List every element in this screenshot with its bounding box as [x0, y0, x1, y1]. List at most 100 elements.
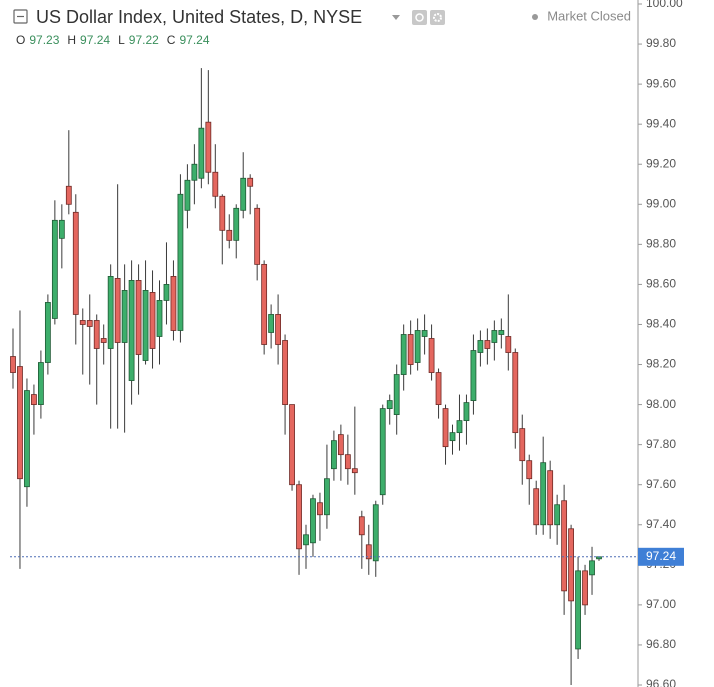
candle-body	[310, 498, 316, 544]
candle-body	[561, 500, 568, 592]
candle-body	[344, 454, 351, 470]
candle-body	[463, 402, 470, 422]
ohlc-label: H	[67, 33, 76, 47]
y-tick-label: 98.60	[646, 277, 676, 291]
candle-body	[44, 302, 51, 363]
y-tick-label: 98.20	[646, 357, 676, 371]
y-tick-label: 97.40	[646, 517, 676, 531]
candle-body	[240, 177, 247, 211]
candle-body	[484, 340, 491, 349]
candle-body	[282, 340, 288, 405]
candle-body	[198, 127, 205, 179]
candle-body	[372, 504, 379, 562]
candle-body	[156, 300, 163, 337]
last-price-label: 97.24	[646, 549, 676, 563]
ohlc-label: L	[118, 33, 125, 47]
candle-body	[491, 330, 498, 343]
candle-body	[261, 263, 268, 345]
candle-body	[379, 408, 386, 496]
candle-body	[128, 280, 135, 381]
candle-body	[184, 179, 191, 211]
candle-body	[114, 278, 121, 343]
candle-body	[407, 334, 414, 365]
y-tick-label: 99.80	[646, 36, 676, 50]
y-tick-label: 99.40	[646, 116, 676, 130]
candle-body	[337, 434, 344, 456]
candle-body	[582, 570, 588, 606]
candle-body	[505, 336, 512, 353]
candle-body	[547, 470, 554, 526]
candle-body	[58, 219, 65, 239]
market-status: Market Closed	[547, 8, 631, 23]
y-tick-label: 97.80	[646, 437, 676, 451]
candle-body	[317, 502, 323, 516]
candle-body	[38, 362, 44, 405]
candle-body	[575, 570, 581, 650]
candle-body	[512, 352, 519, 434]
candle-body	[86, 320, 93, 327]
candle-body	[142, 290, 149, 361]
candle-body	[107, 276, 114, 349]
y-tick-label: 98.80	[646, 237, 676, 251]
candle-body	[386, 400, 393, 409]
candle-body	[268, 314, 275, 333]
ohlc-value: 97.23	[29, 33, 59, 47]
ohlc-label: O	[16, 33, 25, 47]
candle-body	[65, 185, 72, 205]
candle-body	[303, 534, 309, 546]
visibility-button[interactable]	[412, 10, 427, 25]
candle-body	[135, 280, 142, 355]
ohlc-legend: O 97.23 H 97.24 L 97.22 C 97.24	[16, 33, 210, 47]
candle-body	[191, 163, 198, 181]
candle-body	[568, 528, 574, 602]
candle-body	[589, 560, 595, 576]
y-tick-label: 98.40	[646, 317, 676, 331]
y-tick-label: 98.00	[646, 397, 676, 411]
candle-body	[540, 462, 547, 526]
candle-body	[400, 334, 407, 375]
y-tick-label: 99.00	[646, 196, 676, 210]
chart-title: US Dollar Index, United States, D, NYSE	[36, 7, 362, 27]
candle-body	[163, 284, 170, 301]
candle-body	[247, 177, 254, 187]
candle-body	[10, 356, 16, 373]
candle-body	[428, 338, 435, 373]
candle-body	[435, 372, 442, 405]
dropdown-arrow[interactable]	[392, 15, 400, 20]
candle-body	[477, 340, 484, 353]
candle-body	[456, 420, 463, 434]
y-tick-label: 96.60	[646, 677, 676, 687]
gear-icon	[433, 13, 442, 22]
candle-body	[324, 478, 330, 516]
candle-body	[219, 195, 226, 231]
candle-body	[79, 320, 86, 325]
plot-area	[10, 68, 638, 685]
candle-body	[393, 374, 400, 416]
candle-body	[100, 338, 107, 343]
candle-body	[498, 330, 505, 335]
y-tick-label: 97.00	[646, 597, 676, 611]
candle-body	[170, 276, 177, 331]
candle-body	[275, 314, 281, 345]
candle-body	[205, 121, 212, 173]
candle-body	[365, 544, 372, 560]
ohlc-value: 97.24	[80, 33, 110, 47]
candle-body	[421, 330, 428, 337]
collapse-icon[interactable]	[13, 9, 28, 24]
ohlc-value: 97.22	[129, 33, 159, 47]
candle-body	[24, 390, 30, 488]
candle-body	[331, 440, 337, 470]
settings-button[interactable]	[430, 10, 445, 25]
ohlc-value: 97.24	[179, 33, 209, 47]
y-tick-label: 96.80	[646, 637, 676, 651]
candle-body	[289, 404, 295, 486]
status-dot	[532, 14, 538, 20]
candle-body	[358, 516, 365, 536]
candle-body	[149, 292, 156, 349]
candle-body	[442, 408, 449, 448]
candle-body	[121, 290, 128, 343]
y-tick-label: 99.20	[646, 156, 676, 170]
candle-body	[351, 468, 358, 474]
